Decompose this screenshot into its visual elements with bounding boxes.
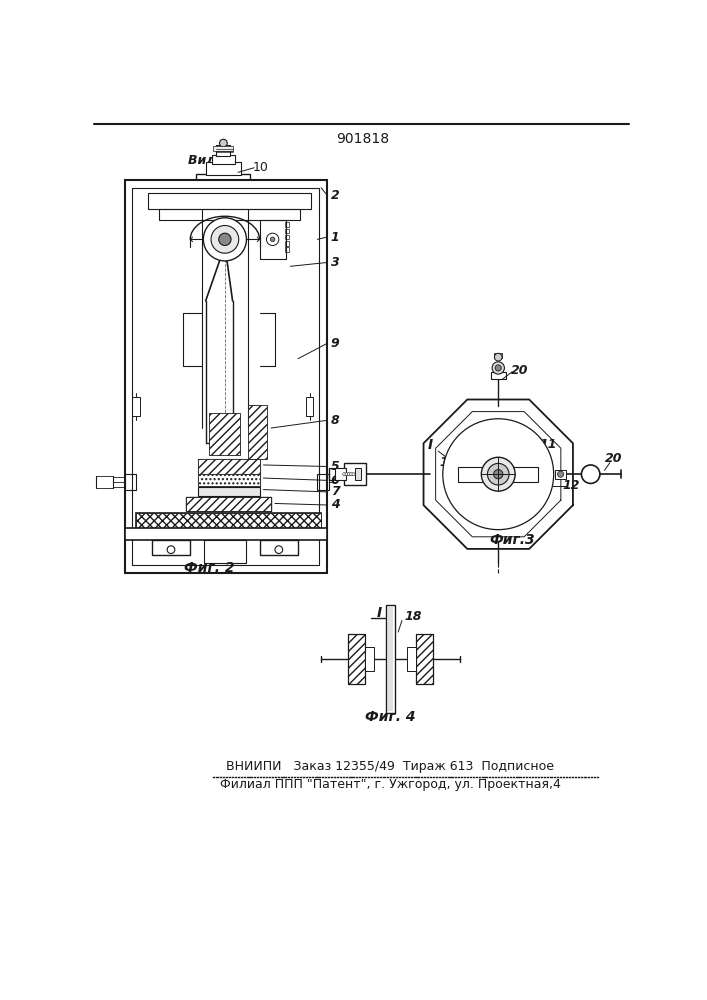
Text: Филиал ППП "Патент", г. Ужгород, ул. Проектная,4: Филиал ППП "Патент", г. Ужгород, ул. Про…: [220, 778, 561, 791]
Text: 20: 20: [605, 452, 622, 465]
Text: 5: 5: [331, 460, 339, 473]
Text: 4: 4: [331, 498, 339, 512]
Circle shape: [495, 365, 501, 371]
Bar: [495, 363, 501, 369]
Bar: [132, 397, 140, 416]
Bar: [125, 474, 136, 490]
Bar: [198, 459, 259, 474]
Bar: [285, 229, 288, 233]
Bar: [125, 180, 327, 573]
Circle shape: [352, 473, 355, 476]
Circle shape: [481, 457, 515, 491]
Bar: [148, 193, 311, 209]
Text: 8: 8: [331, 414, 339, 427]
Bar: [187, 497, 271, 511]
Bar: [388, 607, 393, 711]
Text: 901818: 901818: [336, 132, 390, 146]
Circle shape: [347, 473, 351, 476]
Bar: [407, 647, 416, 671]
Bar: [335, 468, 346, 480]
Circle shape: [275, 546, 283, 554]
Text: 10: 10: [253, 161, 269, 174]
Bar: [416, 634, 433, 684]
Bar: [216, 145, 230, 156]
Circle shape: [492, 362, 504, 374]
Text: 7: 7: [331, 485, 339, 498]
Bar: [355, 468, 361, 480]
Bar: [458, 466, 538, 482]
Text: 1: 1: [331, 231, 339, 244]
Bar: [152, 540, 190, 555]
Text: 11: 11: [539, 438, 557, 451]
Bar: [136, 513, 321, 528]
Text: 6: 6: [331, 474, 339, 487]
Circle shape: [219, 139, 227, 147]
Circle shape: [267, 233, 279, 246]
Circle shape: [493, 470, 503, 479]
Bar: [136, 513, 321, 528]
Circle shape: [581, 465, 600, 483]
Bar: [204, 540, 247, 563]
Circle shape: [487, 463, 509, 485]
Bar: [259, 540, 298, 555]
Circle shape: [343, 473, 346, 476]
Bar: [198, 474, 259, 486]
Bar: [494, 353, 502, 358]
Text: Фиг. 4: Фиг. 4: [366, 710, 416, 724]
Text: Фиг.3: Фиг.3: [489, 533, 535, 547]
Circle shape: [211, 225, 239, 253]
Bar: [206, 162, 241, 175]
Bar: [160, 209, 300, 220]
Bar: [386, 605, 395, 713]
Text: 18: 18: [440, 456, 457, 469]
Circle shape: [443, 419, 554, 530]
Circle shape: [167, 546, 175, 554]
Bar: [285, 222, 288, 227]
Circle shape: [270, 237, 275, 242]
Circle shape: [558, 471, 563, 477]
Text: I: I: [376, 606, 382, 620]
Bar: [285, 241, 288, 246]
Bar: [555, 470, 566, 479]
Bar: [491, 372, 506, 379]
Bar: [416, 634, 433, 684]
Bar: [248, 405, 267, 459]
Bar: [209, 413, 240, 455]
Text: I: I: [428, 438, 433, 452]
Text: 2: 2: [331, 189, 339, 202]
Bar: [198, 487, 259, 496]
Bar: [132, 188, 319, 565]
Bar: [305, 397, 313, 416]
Bar: [214, 146, 233, 151]
Bar: [125, 528, 327, 540]
Bar: [259, 220, 286, 259]
Text: 20: 20: [511, 364, 529, 377]
Text: 3: 3: [331, 256, 339, 269]
Circle shape: [204, 218, 247, 261]
Circle shape: [345, 473, 348, 476]
Bar: [317, 474, 329, 490]
Bar: [285, 247, 288, 252]
Bar: [197, 174, 250, 182]
Bar: [198, 474, 259, 486]
Text: Вид А: Вид А: [188, 154, 230, 167]
Circle shape: [494, 353, 502, 361]
Bar: [348, 634, 365, 684]
Bar: [285, 235, 288, 239]
Text: 18: 18: [405, 610, 422, 623]
Bar: [198, 459, 259, 474]
Bar: [187, 497, 271, 511]
Text: ВНИИПИ   Заказ 12355/49  Тираж 613  Подписное: ВНИИПИ Заказ 12355/49 Тираж 613 Подписно…: [226, 760, 554, 773]
Text: 12: 12: [563, 479, 580, 492]
Bar: [348, 634, 365, 684]
Circle shape: [350, 473, 353, 476]
Bar: [365, 647, 374, 671]
Text: 9: 9: [331, 337, 339, 350]
Bar: [344, 463, 366, 485]
Text: Фиг. 2: Фиг. 2: [185, 561, 235, 575]
Bar: [212, 155, 235, 164]
Circle shape: [218, 233, 231, 246]
